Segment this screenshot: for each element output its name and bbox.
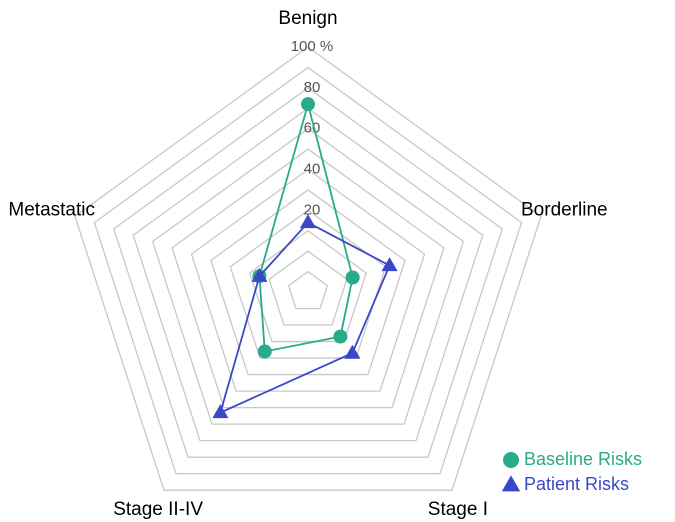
grid-ring [210, 189, 406, 376]
data-point [212, 404, 229, 419]
legend-label: Patient Risks [524, 474, 629, 494]
r-tick-label: 40 [304, 160, 321, 177]
data-point [344, 344, 361, 359]
grid-ring [268, 250, 348, 326]
data-point [299, 214, 317, 229]
data-point [381, 257, 398, 272]
legend-marker [503, 452, 519, 468]
r-tick-label: 80 [304, 79, 321, 96]
axis-label: Stage II-IV [113, 499, 203, 520]
data-point [333, 329, 348, 344]
grid-ring [287, 270, 329, 310]
r-tick-label: 100 % [291, 38, 334, 55]
grid-ring [113, 87, 503, 458]
legend-marker [501, 475, 521, 492]
data-point [257, 344, 272, 359]
grid-ring [132, 107, 484, 442]
data-point [345, 270, 360, 285]
grid-ring [171, 148, 445, 409]
grid-ring [248, 229, 368, 343]
data-point [301, 97, 315, 112]
axis-label: Benign [278, 8, 337, 29]
data-point [251, 267, 268, 282]
r-tick-label: 20 [304, 201, 321, 218]
legend-label: Baseline Risks [524, 449, 642, 469]
axis-label: Metastatic [8, 199, 95, 220]
axis-label: Stage I [428, 499, 488, 520]
axis-label: Borderline [521, 199, 608, 220]
series-line [218, 221, 391, 415]
series-line [258, 100, 354, 353]
grid-ring [190, 168, 426, 392]
grid-ring [93, 66, 523, 475]
grid-ring [151, 127, 465, 425]
grid-ring [74, 46, 542, 491]
